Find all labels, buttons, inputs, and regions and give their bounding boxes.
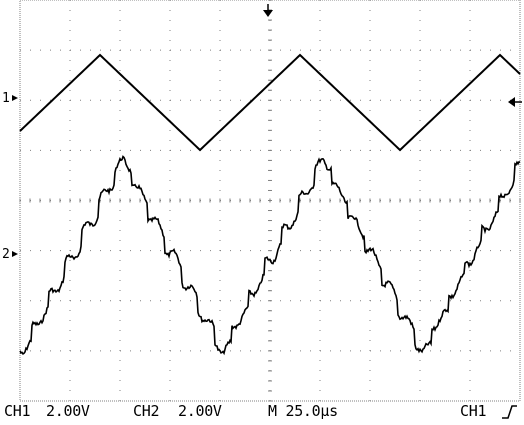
ch2-waveform	[20, 157, 520, 354]
ch1-ground-marker: 1	[2, 92, 10, 105]
trigger-source: CH1	[460, 402, 486, 420]
rising-edge-icon	[500, 404, 518, 420]
ch2-label: CH2	[133, 402, 159, 420]
down-arrow-icon	[263, 4, 273, 17]
ch1-scale: 2.00V	[46, 402, 90, 420]
ch2-scale: 2.00V	[178, 402, 222, 420]
ch1-label: CH1	[4, 402, 30, 420]
ch2-ground-marker: 2	[2, 248, 10, 261]
timebase-readout: M 25.0µs	[268, 402, 338, 420]
right-arrow-icon	[12, 95, 18, 101]
ch1-waveform	[20, 55, 520, 150]
right-arrow-icon	[12, 251, 18, 257]
